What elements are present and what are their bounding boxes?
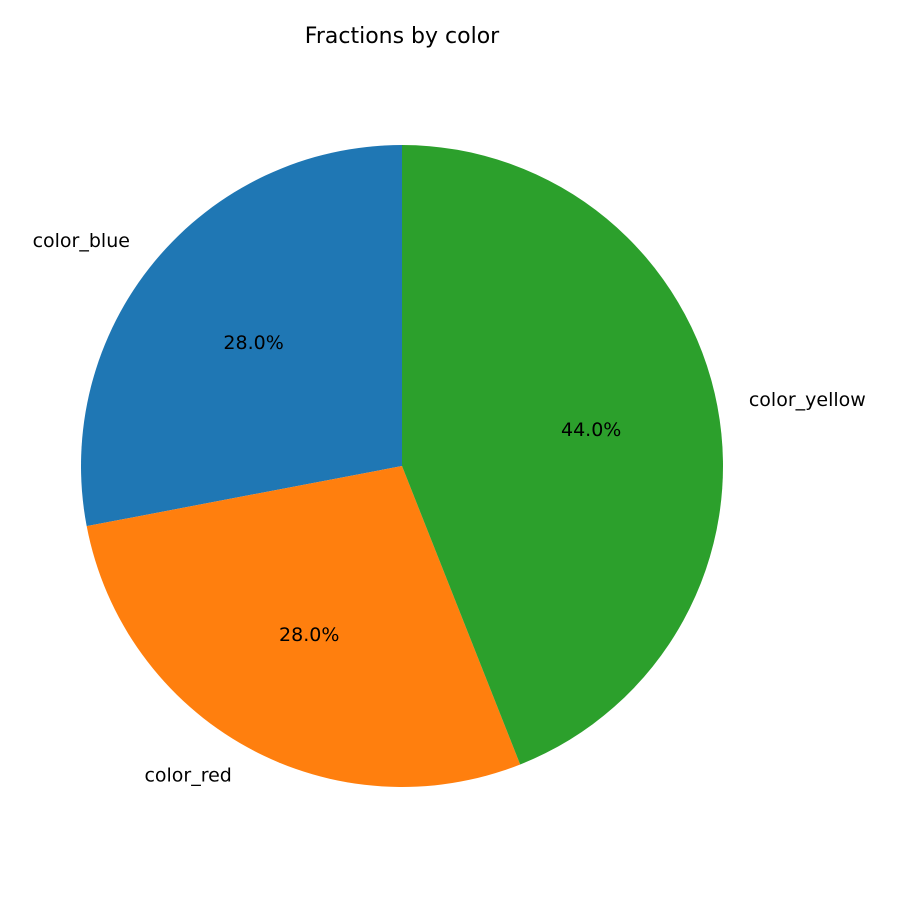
pie-slice-color-blue — [81, 145, 402, 527]
pie-slice-color-yellow — [402, 144, 724, 765]
pct-label-color-red: 28.0% — [279, 624, 339, 646]
pie-slices — [81, 144, 724, 788]
slice-label-color-blue: color_blue — [33, 230, 130, 252]
pie-slice-color-red — [86, 466, 521, 788]
chart-title: Fractions by color — [305, 24, 500, 49]
pie-labels: color_blue 28.0% color_red 28.0% color_yello… — [33, 230, 866, 786]
slice-label-color-yellow: color_yellow — [749, 389, 866, 411]
pct-label-color-blue: 28.0% — [223, 332, 283, 354]
pct-label-color-yellow: 44.0% — [561, 419, 621, 441]
slice-label-color-red: color_red — [144, 764, 231, 786]
